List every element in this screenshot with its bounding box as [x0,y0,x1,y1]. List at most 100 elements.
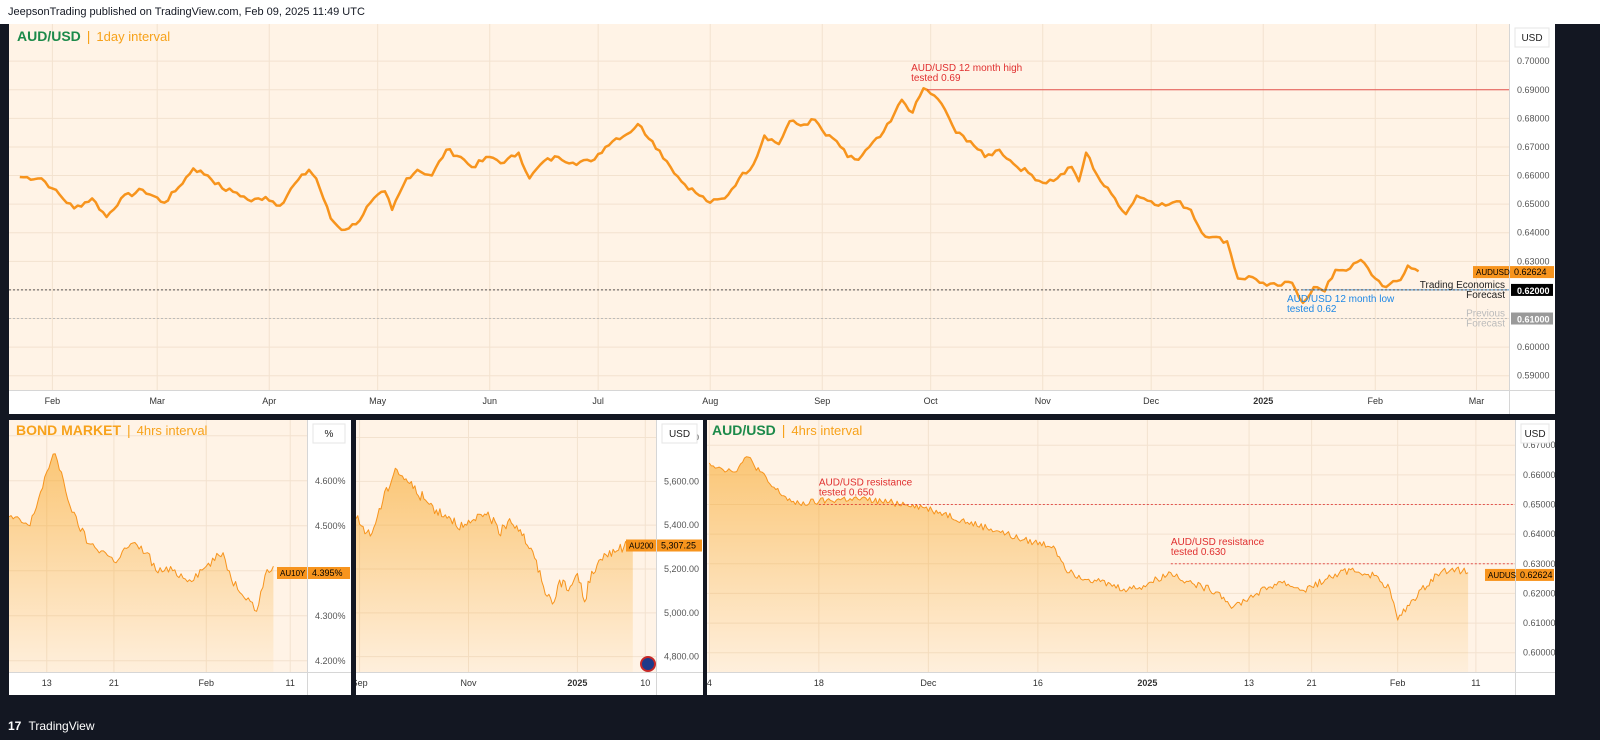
x-tick-label: Nov [1035,396,1052,406]
y-tick-label: 0.65000 [1517,199,1550,209]
x-tick-label: Jul [592,396,604,406]
x-tick-label: 4 [707,678,712,688]
footer-brand[interactable]: TradingView [28,719,95,733]
x-tick-label: Apr [262,396,276,406]
series-line [356,467,634,605]
y-tick-label: 0.63000 [1517,256,1550,266]
annotation-text: AUD/USD 12 month low [1287,294,1395,305]
price-axis [1515,420,1555,695]
series-area [356,468,633,672]
chart-title: BOND MARKET | 4hrs interval [16,422,208,438]
previous-forecast-label: Forecast [1466,319,1505,330]
footer: 17 TradingView [0,712,1600,740]
x-tick-label: Nov [460,678,477,688]
series-line [19,87,1420,305]
y-tick-label: 5,000.00 [664,608,699,618]
last-price-tag [1516,568,1554,581]
last-price-symbol-tag [1473,266,1509,279]
annotation-text: AUD/USD resistance [819,477,913,488]
currency-label: USD [1521,33,1542,44]
x-tick-label: Oct [924,396,939,406]
series-area [709,456,1469,672]
x-tick-label: 13 [42,678,52,688]
y-tick-label: 0.60000 [1517,342,1550,352]
y-tick-label: 0.63000 [1523,559,1555,569]
forecast-label: Trading Economics [1420,280,1505,291]
price-axis [307,420,351,695]
annotation-text: tested 0.630 [1171,547,1226,558]
x-tick-label: 18 [814,678,824,688]
last-price-tag [308,567,350,579]
last-price-value: 5,307.25 [661,541,696,551]
x-tick-label: Dec [920,678,937,688]
x-tick-label: 21 [109,678,119,688]
y-tick-label: 5,600.00 [664,476,699,486]
chart-title-separator: | [127,422,131,438]
x-tick-label: 2025 [567,678,587,688]
x-tick-label: 2025 [1253,396,1273,406]
flag-icon [640,656,656,672]
y-tick-label: 0.62000 [1523,588,1555,598]
x-tick-label: Sep [356,678,368,688]
four-hour-chart-panel[interactable]: AUD/USD resistance tested 0.650 AUD/USD re… [707,420,1555,695]
chart-interval: 4hrs interval [791,423,862,438]
last-price-symbol-tag [1485,568,1515,581]
publish-info: JeepsonTrading published on TradingView.… [8,6,365,18]
x-tick-label: May [369,396,387,406]
y-tick-label: 5,200.00 [664,564,699,574]
annotation-text: tested 0.69 [911,73,961,84]
last-price-symbol: AU10Y [280,569,306,578]
chart-title-separator: | [87,28,91,44]
last-price-symbol: AUDUSD [1488,571,1522,580]
previous-forecast-label: Previous [1466,309,1505,320]
previous-value-tag [1511,312,1553,325]
chart-interval: 4hrs interval [137,423,208,438]
main-chart-panel[interactable]: AUD/USD 12 month high tested 0.69 AUD/USD … [9,24,1555,414]
forecast-value: 0.62000 [1517,286,1550,296]
chart-interval: 1day interval [96,29,170,44]
currency-label: % [325,429,334,440]
y-tick-label: 0.65000 [1523,499,1555,509]
x-tick-label: 10 [640,678,650,688]
currency-box [1514,27,1550,48]
chart-title-text: AUD/USD [712,422,776,438]
x-tick-label: 11 [286,678,295,688]
y-tick-label: 0.59000 [1517,371,1550,381]
tradingview-logo-icon[interactable]: 17 [8,719,22,733]
forecast-label: Forecast [1466,290,1505,301]
bond-chart[interactable]: 4.700%4.600%4.500%4.400%4.300%4.200%AU10… [9,420,351,695]
x-tick-label: 11 [1471,678,1480,688]
currency-label: USD [669,429,690,440]
bond-chart-panel[interactable]: 4.700%4.600%4.500%4.400%4.300%4.200%AU10… [9,420,351,695]
x-tick-label: 2025 [1137,678,1157,688]
asx-chart-panel[interactable]: 5,800.005,600.005,400.005,200.005,000.00… [356,420,703,695]
publish-header: JeepsonTrading published on TradingView.… [0,0,1600,24]
y-tick-label: 0.61000 [1523,618,1555,628]
chart-title: AUD/USD | 4hrs interval [712,422,862,438]
x-tick-label: Feb [1368,396,1384,406]
y-tick-label: 0.67000 [1517,142,1550,152]
y-tick-label: 0.64000 [1523,529,1555,539]
last-price-value: 0.62624 [1520,570,1553,580]
x-tick-label: Feb [45,396,61,406]
annotation-text: AUD/USD resistance [1171,537,1265,548]
x-tick-label: Feb [1390,678,1406,688]
last-price-symbol-tag [277,567,307,579]
forecast-value-tag [1511,283,1553,296]
annotation-text: tested 0.650 [819,487,874,498]
asx-chart[interactable]: 5,800.005,600.005,400.005,200.005,000.00… [356,420,703,695]
price-axis [1509,24,1555,414]
y-tick-label: 0.68000 [1517,113,1550,123]
annotation-text: tested 0.62 [1287,304,1337,315]
y-tick-label: 0.70000 [1517,56,1550,66]
previous-value: 0.61000 [1517,315,1550,325]
currency-box [661,423,698,444]
currency-label: USD [1524,429,1545,440]
x-tick-label: Dec [1143,396,1160,406]
x-tick-label: Mar [1469,396,1485,406]
series-area [9,453,274,672]
plot-background [9,24,1509,390]
y-tick-label: 0.66000 [1523,470,1555,480]
